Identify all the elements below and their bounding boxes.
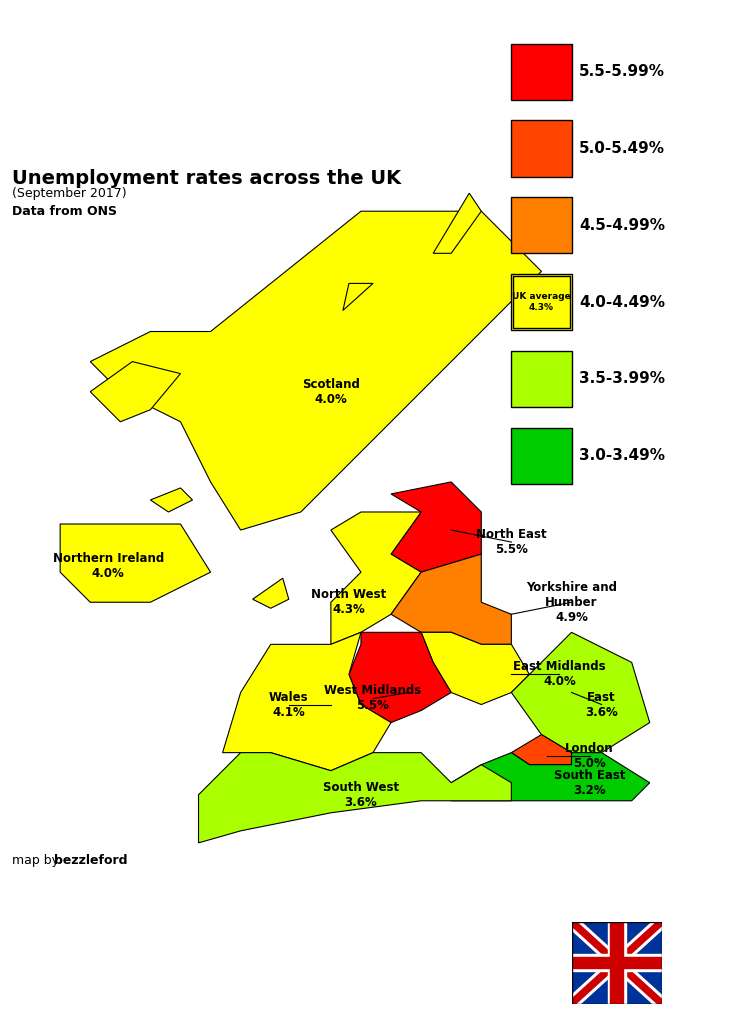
- Polygon shape: [391, 554, 511, 644]
- Polygon shape: [343, 284, 373, 310]
- Text: Yorkshire and
Humber
4.9%: Yorkshire and Humber 4.9%: [526, 581, 617, 624]
- Text: London
5.0%: London 5.0%: [566, 741, 614, 770]
- Polygon shape: [433, 194, 481, 253]
- Bar: [611, 922, 623, 1004]
- Polygon shape: [511, 734, 572, 765]
- Polygon shape: [150, 488, 193, 512]
- Text: Unemployment rates across the UK: Unemployment rates across the UK: [12, 169, 401, 188]
- Text: West Midlands
5.5%: West Midlands 5.5%: [324, 684, 422, 713]
- Text: 4.5-4.99%: 4.5-4.99%: [579, 218, 665, 232]
- Polygon shape: [223, 632, 391, 771]
- Polygon shape: [90, 211, 541, 530]
- Bar: [572, 956, 662, 969]
- Text: 3.5-3.99%: 3.5-3.99%: [579, 372, 665, 386]
- Text: Data from ONS: Data from ONS: [12, 205, 117, 218]
- Polygon shape: [253, 579, 289, 608]
- Text: bezzleford: bezzleford: [54, 854, 128, 867]
- Polygon shape: [572, 922, 662, 1004]
- Bar: [608, 922, 626, 1004]
- Text: North West
4.3%: North West 4.3%: [311, 588, 387, 616]
- Text: UK average
4.3%: UK average 4.3%: [512, 293, 571, 311]
- Text: 3.0-3.49%: 3.0-3.49%: [579, 449, 665, 463]
- Polygon shape: [199, 753, 511, 843]
- Text: 5.5-5.99%: 5.5-5.99%: [579, 65, 665, 79]
- Polygon shape: [90, 361, 180, 422]
- Polygon shape: [572, 922, 662, 1004]
- Polygon shape: [572, 922, 662, 1004]
- Polygon shape: [349, 632, 451, 723]
- Polygon shape: [511, 632, 650, 753]
- Bar: [572, 954, 662, 971]
- Polygon shape: [391, 482, 481, 572]
- Polygon shape: [421, 632, 529, 705]
- Polygon shape: [60, 524, 211, 602]
- Text: 4.0-4.49%: 4.0-4.49%: [579, 295, 665, 309]
- Polygon shape: [572, 922, 662, 1004]
- Text: Scotland
4.0%: Scotland 4.0%: [302, 378, 359, 406]
- Text: South East
3.2%: South East 3.2%: [553, 769, 626, 797]
- Text: map by: map by: [12, 854, 63, 867]
- Text: South West
3.6%: South West 3.6%: [323, 780, 399, 809]
- Text: East Midlands
4.0%: East Midlands 4.0%: [513, 660, 606, 688]
- Polygon shape: [451, 753, 650, 801]
- Text: 5.0-5.49%: 5.0-5.49%: [579, 141, 665, 156]
- Text: (September 2017): (September 2017): [12, 187, 126, 200]
- Polygon shape: [331, 512, 421, 644]
- Text: East
3.6%: East 3.6%: [585, 690, 618, 719]
- Text: Northern Ireland
4.0%: Northern Ireland 4.0%: [53, 552, 164, 581]
- Text: North East
5.5%: North East 5.5%: [476, 528, 547, 556]
- Text: Wales
4.1%: Wales 4.1%: [269, 690, 308, 719]
